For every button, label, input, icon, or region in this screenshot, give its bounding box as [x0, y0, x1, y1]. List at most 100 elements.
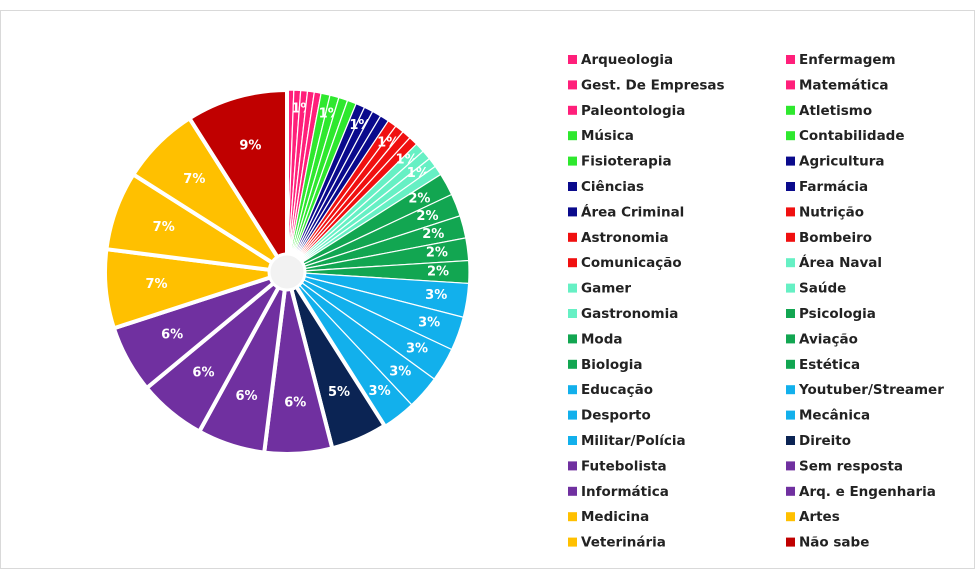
legend-label: Educação — [581, 382, 653, 398]
data-label: 2% — [422, 227, 444, 242]
data-label: 2% — [416, 209, 438, 224]
legend-label: Nutrição — [799, 204, 864, 220]
legend-swatch — [568, 461, 577, 471]
legend-swatch — [568, 309, 577, 318]
legend-label: Veterinária — [581, 535, 666, 551]
legend-label: Direito — [799, 433, 851, 449]
legend-swatch — [568, 105, 577, 115]
legend-swatch — [568, 537, 577, 547]
legend-swatch — [568, 156, 577, 166]
legend-swatch — [786, 283, 795, 293]
legend-label: Artes — [799, 509, 840, 525]
data-label: 7% — [183, 172, 205, 187]
legend-swatch — [786, 232, 795, 242]
legend-swatch — [568, 486, 577, 496]
legend-swatch — [568, 334, 577, 344]
legend-label: Informática — [581, 484, 669, 500]
legend-label: Atletismo — [799, 103, 872, 119]
legend-label: Estética — [799, 357, 860, 373]
data-label: 7% — [146, 277, 168, 292]
data-label: 6% — [161, 328, 183, 343]
legend-label: Gamer — [581, 281, 631, 297]
legend-label: Arq. e Engenharia — [799, 484, 936, 500]
legend-swatch — [786, 385, 795, 395]
pie-hole — [267, 252, 307, 292]
legend-swatch — [786, 461, 795, 471]
data-label: 3% — [406, 341, 428, 356]
legend-swatch — [786, 512, 795, 522]
legend-swatch — [568, 258, 577, 268]
legend-label: Desporto — [581, 408, 651, 424]
legend-label: Sem resposta — [799, 458, 903, 474]
legend-label: Fisioterapia — [581, 154, 672, 170]
legend-label: Youtuber/Streamer — [798, 382, 944, 398]
legend-swatch — [568, 359, 577, 369]
legend-swatch — [786, 486, 795, 496]
legend-label: Enfermagem — [799, 52, 896, 68]
data-label: 2% — [408, 192, 430, 207]
legend-swatch — [568, 182, 577, 191]
data-label: 2% — [426, 246, 448, 261]
legend-label: Militar/Polícia — [581, 433, 686, 449]
legend-swatch — [568, 80, 577, 90]
legend-swatch — [786, 309, 795, 318]
data-label: 7% — [153, 220, 175, 235]
legend-label: Gest. De Empresas — [581, 77, 725, 93]
legend-swatch — [786, 334, 795, 344]
legend-label: Contabilidade — [799, 128, 905, 144]
legend-label: Medicina — [581, 509, 649, 525]
legend-label: Astronomia — [581, 230, 669, 246]
legend-label: Psicologia — [799, 306, 876, 322]
legend-swatch — [568, 207, 577, 217]
legend-label: Agricultura — [799, 154, 884, 170]
legend-label: Saúde — [799, 281, 846, 297]
legend-swatch — [568, 436, 577, 445]
legend-label: Farmácia — [799, 179, 868, 195]
legend-swatch — [786, 55, 795, 64]
legend-label: Aviação — [799, 331, 858, 347]
data-label: 6% — [235, 389, 257, 404]
data-label: 2% — [427, 265, 449, 280]
legend-swatch — [786, 537, 795, 547]
data-label: 9% — [239, 139, 261, 154]
legend-swatch — [568, 131, 577, 141]
legend-label: Gastronomia — [581, 306, 678, 322]
legend-swatch — [786, 258, 795, 268]
legend-label: Biologia — [581, 357, 643, 373]
legend-swatch — [786, 105, 795, 115]
legend-swatch — [786, 410, 795, 420]
legend-label: Área Naval — [799, 254, 882, 271]
legend-swatch — [786, 131, 795, 141]
data-label: 6% — [192, 365, 214, 380]
legend-label: Moda — [581, 331, 622, 347]
legend-label: Comunicação — [581, 255, 682, 271]
legend-label: Arqueologia — [581, 52, 673, 68]
legend-swatch — [786, 182, 795, 191]
legend-label: Não sabe — [799, 535, 869, 551]
legend-swatch — [786, 207, 795, 217]
legend-swatch — [786, 80, 795, 90]
legend-label: Paleontologia — [581, 103, 685, 119]
legend-swatch — [568, 55, 577, 64]
legend-swatch — [568, 512, 577, 522]
data-label: 3% — [425, 288, 447, 303]
legend-label: Área Criminal — [581, 203, 684, 220]
data-label: 3% — [389, 364, 411, 379]
legend-label: Música — [581, 128, 634, 144]
data-label: 3% — [369, 384, 391, 399]
legend-swatch — [568, 283, 577, 293]
legend-label: Matemática — [799, 77, 889, 93]
legend-label: Ciências — [581, 179, 644, 195]
pie-slice — [186, 87, 289, 279]
legend-swatch — [786, 156, 795, 166]
legend-swatch — [786, 359, 795, 369]
legend-label: Mecânica — [799, 408, 870, 424]
data-label: 5% — [328, 385, 350, 400]
legend-swatch — [568, 410, 577, 420]
legend-label: Futebolista — [581, 458, 667, 474]
legend-swatch — [568, 232, 577, 242]
legend-swatch — [786, 436, 795, 445]
legend-swatch — [568, 385, 577, 395]
legend-label: Bombeiro — [799, 230, 872, 246]
